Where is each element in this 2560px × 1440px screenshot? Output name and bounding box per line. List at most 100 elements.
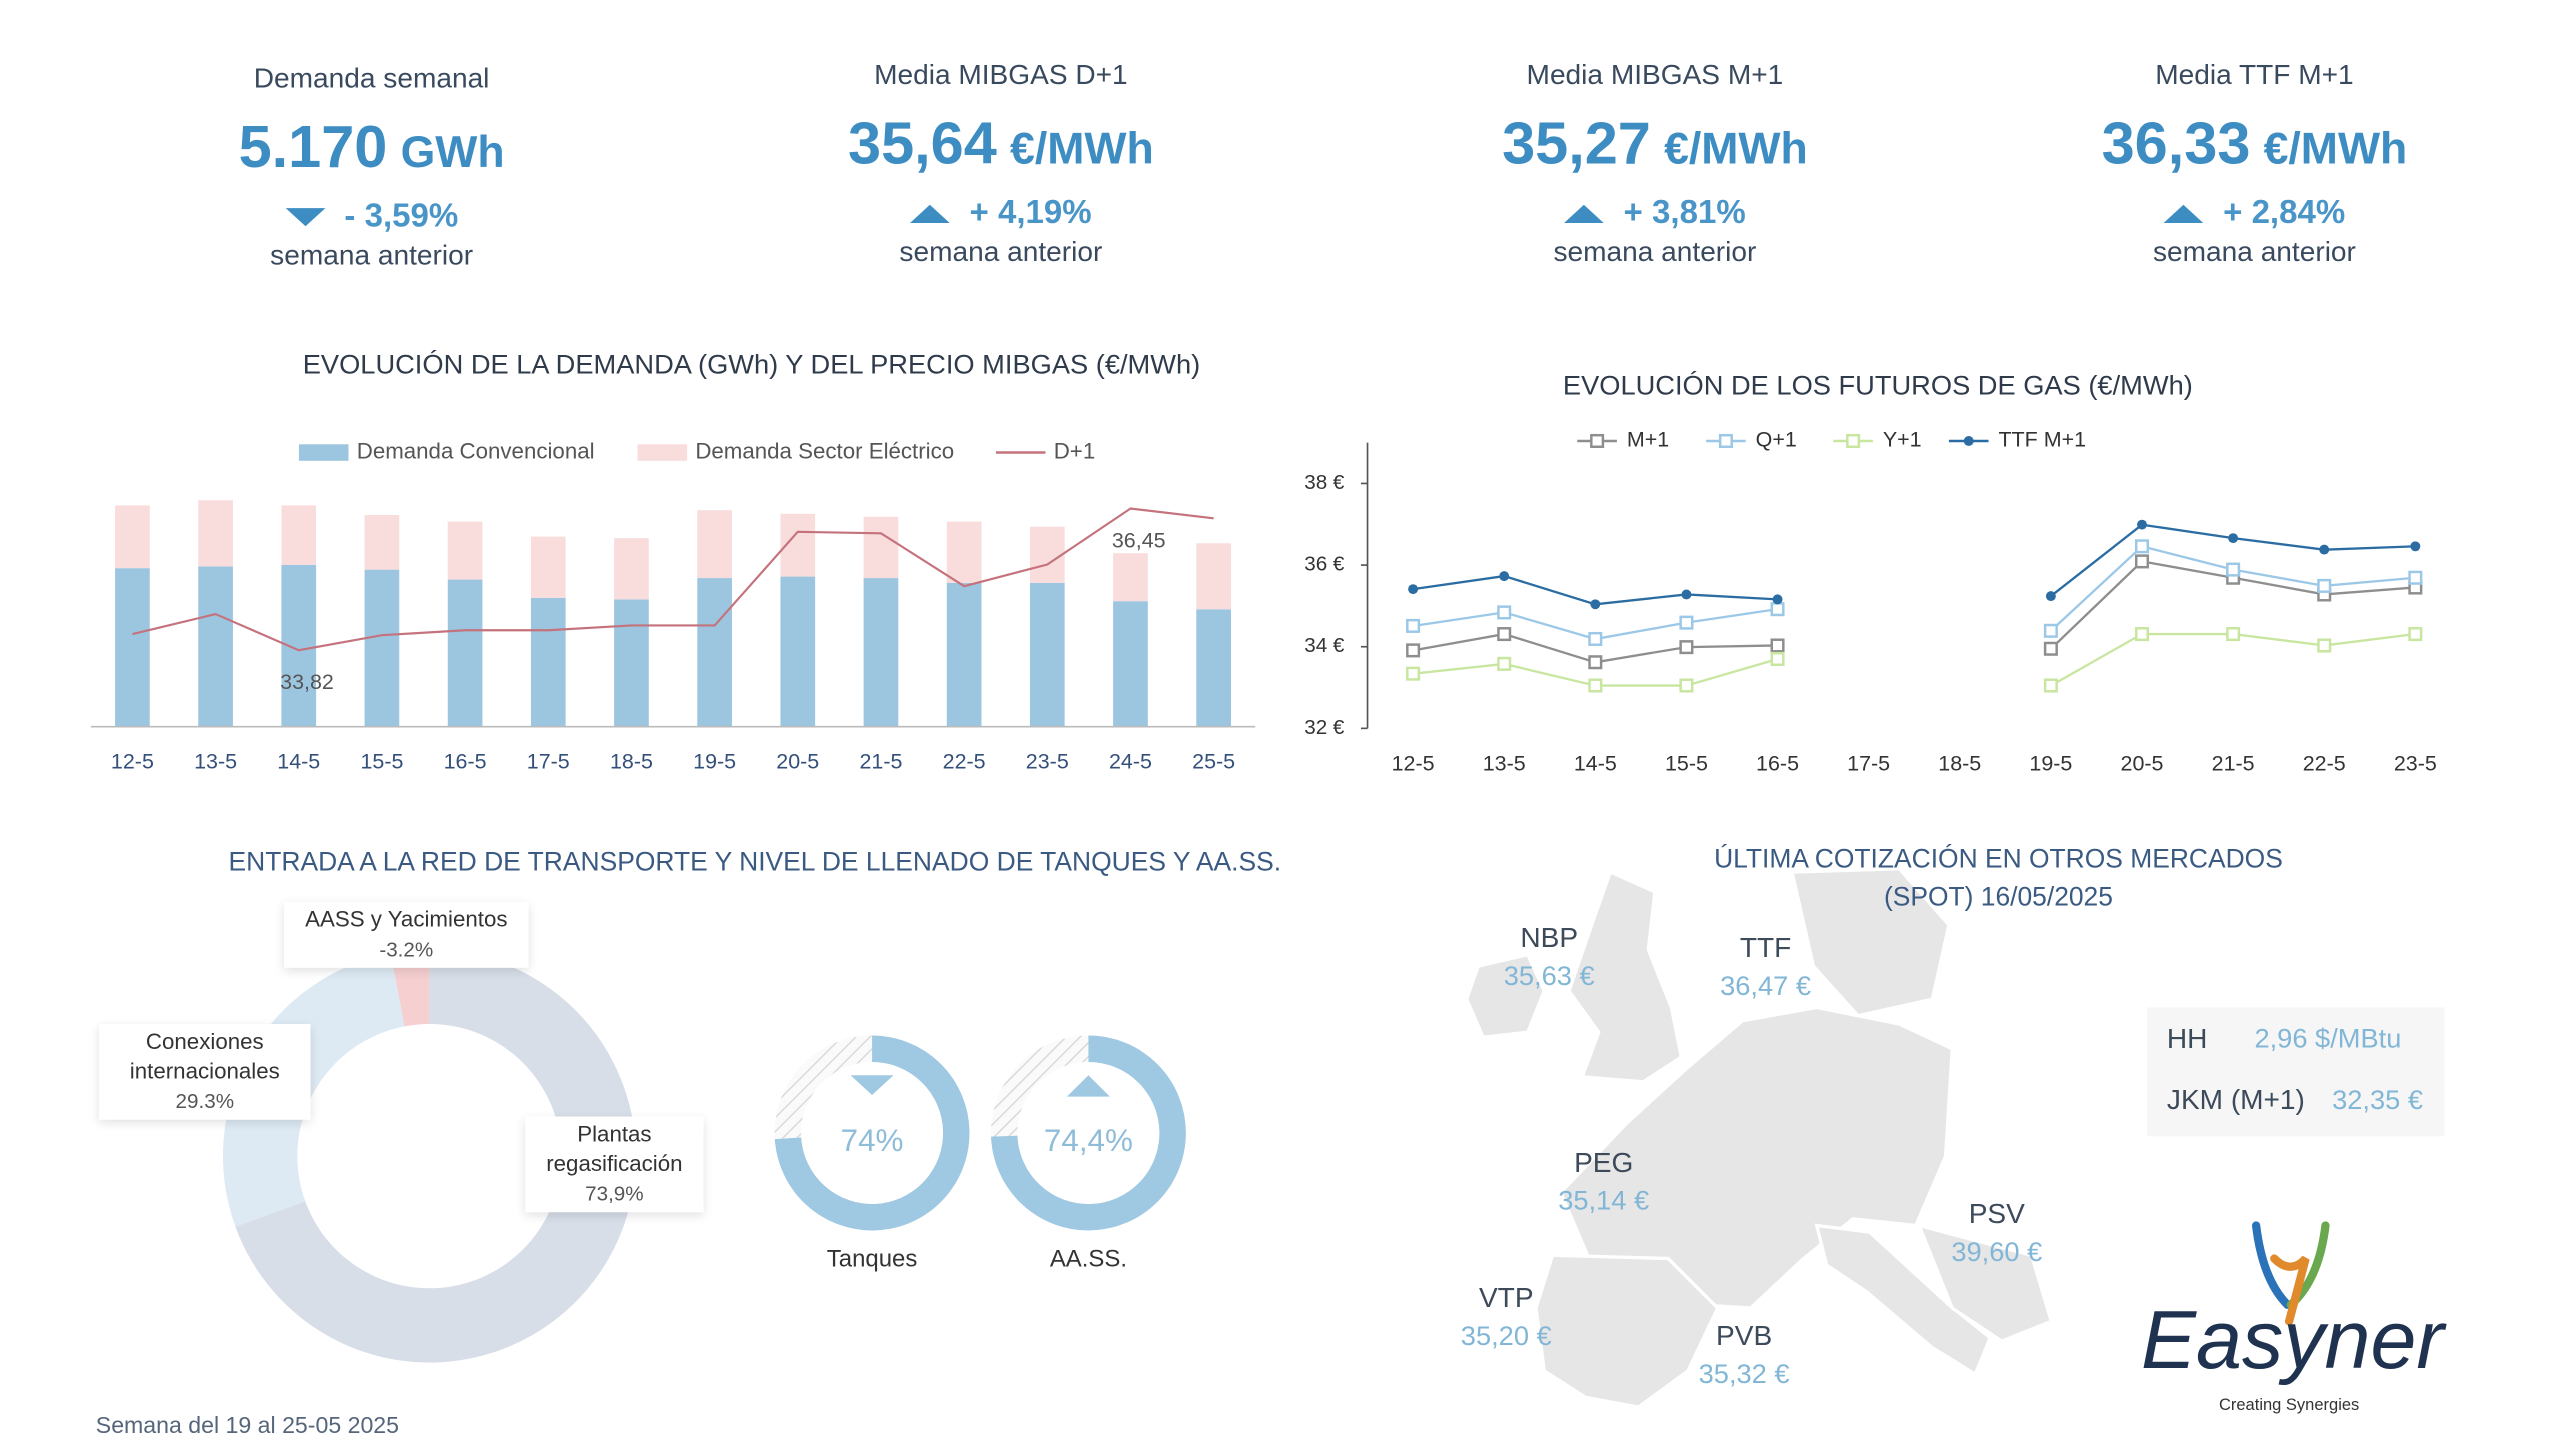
gauge-arc xyxy=(991,1035,1186,1231)
point xyxy=(2045,591,2056,602)
map-britain xyxy=(1567,869,1684,1084)
point xyxy=(2408,570,2423,585)
kpi-label: Media MIBGAS M+1 xyxy=(1526,59,1784,91)
hub-name: TTF xyxy=(1740,932,1791,963)
kpi-number: 35,27 xyxy=(1502,109,1651,177)
x-tick-label: 21-5 xyxy=(859,750,902,774)
kpi-change-row: + 4,19% xyxy=(704,195,1299,233)
kpi-change-row: + 2,84% xyxy=(1957,195,2552,233)
point xyxy=(1679,640,1694,655)
kpi-value: 35,27 €/MWh xyxy=(1358,109,1953,178)
x-tick-label: 19-5 xyxy=(693,750,736,774)
x-tick-label: 18-5 xyxy=(610,750,653,774)
hub-name: PEG xyxy=(1574,1147,1633,1178)
gauge-arc xyxy=(774,1035,970,1231)
kpi-card: Media TTF M+1 36,33 €/MWh + 2,84% semana ant… xyxy=(1957,59,2552,269)
donut-label: Plantas regasificación 73,9% xyxy=(525,1116,704,1213)
donut-slice xyxy=(222,953,405,1227)
kpi-label: Media MIBGAS D+1 xyxy=(874,59,1128,91)
bar-segment xyxy=(1113,553,1148,602)
data-label: 74,4% xyxy=(1044,1123,1133,1158)
map-scandinavia xyxy=(1789,867,1951,1018)
point xyxy=(1770,602,1785,617)
data-label: -3.2% xyxy=(379,938,434,962)
x-tick-label: 19-5 xyxy=(2029,751,2072,775)
point xyxy=(2134,539,2150,554)
markets-title: ÚLTIMA COTIZACIÓN EN OTROS MERCADOS xyxy=(1714,843,2283,873)
legend-marker xyxy=(1963,436,1974,446)
bar-segment xyxy=(115,568,150,727)
point xyxy=(2228,533,2239,544)
bar-segment xyxy=(946,582,982,727)
hub-name: NBP xyxy=(1520,922,1578,953)
x-tick-label: 14-5 xyxy=(1574,751,1617,775)
x-tick-label: 25-5 xyxy=(1192,750,1235,774)
market-name: HH xyxy=(2167,1023,2208,1054)
hub-price: 35,20 € xyxy=(1461,1320,1552,1351)
x-tick-label: 16-5 xyxy=(1756,751,1799,775)
point xyxy=(1588,655,1603,670)
kpi-label: Demanda semanal xyxy=(253,62,490,95)
kpi-number: 35,64 xyxy=(848,109,997,177)
logo-icon xyxy=(2251,1221,2330,1326)
gauge-label: Tanques xyxy=(827,1246,918,1273)
logo-stroke xyxy=(2251,1221,2292,1309)
hub-price: 36,47 € xyxy=(1720,970,1811,1001)
x-tick-label: 17-5 xyxy=(527,750,570,774)
point xyxy=(2408,627,2423,642)
trend-arrow xyxy=(284,208,325,227)
logo-name: Easyner xyxy=(2141,1294,2447,1386)
gauge-label: AA.SS. xyxy=(1050,1246,1127,1273)
market-price: 2,96 $/MBtu xyxy=(2254,1023,2401,1054)
x-tick-label: 24-5 xyxy=(1109,750,1152,774)
kpi-change: + 3,81% xyxy=(1623,194,1746,232)
trend-arrow xyxy=(910,205,950,224)
bar-segment xyxy=(364,569,400,727)
legend-marker xyxy=(1590,433,1605,448)
kpi-number: 5.170 xyxy=(238,112,388,181)
point xyxy=(2226,562,2241,577)
legend-swatch xyxy=(298,444,349,461)
other-markets-panel xyxy=(2147,1007,2445,1137)
bar-segment xyxy=(697,510,732,579)
bar-segment xyxy=(198,500,233,567)
point xyxy=(2134,554,2150,569)
point xyxy=(1406,618,1421,633)
x-tick-label: 15-5 xyxy=(1665,751,1708,775)
hub-name: VTP xyxy=(1479,1282,1534,1313)
bar-segment xyxy=(198,566,233,727)
point xyxy=(2043,623,2058,638)
category-name: Plantas regasificación xyxy=(546,1121,683,1176)
trend-arrow xyxy=(1564,205,1604,224)
data-label: 74% xyxy=(841,1123,904,1158)
trend-arrow xyxy=(2163,205,2204,224)
kpi-label: Media TTF M+1 xyxy=(2155,59,2354,91)
point xyxy=(1772,594,1783,605)
kpi-value: 35,64 €/MWh xyxy=(704,109,1299,178)
point xyxy=(1679,678,1694,693)
chart-title: ENTRADA A LA RED DE TRANSPORTE Y NIVEL D… xyxy=(228,848,1282,878)
bar-segment xyxy=(1029,526,1065,583)
map-balkans xyxy=(1916,1223,2054,1343)
footer: Semana del 19 al 25-05 2025 xyxy=(96,1412,399,1438)
map-ireland xyxy=(1464,952,1547,1039)
kpi-note: semana anterior xyxy=(1553,236,1757,268)
kpi-change-row: - 3,59% xyxy=(74,198,669,236)
x-tick-label: 23-5 xyxy=(2394,751,2437,775)
trend-arrow xyxy=(850,1075,894,1096)
donut-slice xyxy=(390,949,430,1027)
legend-marker xyxy=(1846,433,1861,448)
logo-tagline: Creating Synergies xyxy=(2219,1396,2359,1414)
x-tick-label: 22-5 xyxy=(2303,751,2346,775)
map-italy xyxy=(1814,1223,1993,1377)
chart-title: EVOLUCIÓN DE LOS FUTUROS DE GAS (€/MWh) xyxy=(1562,371,2193,402)
x-tick-label: 13-5 xyxy=(1483,751,1526,775)
legend-label: Q+1 xyxy=(1756,428,1797,452)
x-tick-label: 15-5 xyxy=(360,750,403,774)
point xyxy=(1588,678,1603,693)
kpi-card: Media MIBGAS D+1 35,64 €/MWh + 4,19% semana … xyxy=(704,59,1299,269)
x-tick-label: 23-5 xyxy=(1026,750,1069,774)
